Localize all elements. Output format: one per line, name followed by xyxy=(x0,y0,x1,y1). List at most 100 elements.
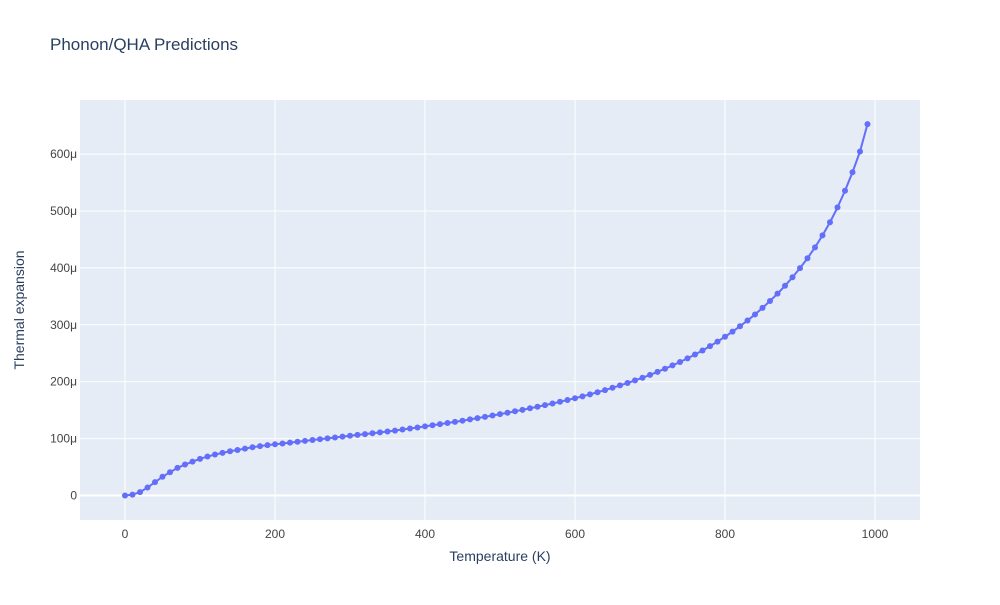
data-point[interactable] xyxy=(339,433,346,440)
data-point[interactable] xyxy=(789,274,796,281)
data-point[interactable] xyxy=(212,451,218,458)
data-point[interactable] xyxy=(654,368,661,375)
data-point[interactable] xyxy=(129,491,136,498)
data-point[interactable] xyxy=(722,333,728,340)
data-point[interactable] xyxy=(249,444,256,451)
data-point[interactable] xyxy=(429,422,436,429)
data-point[interactable] xyxy=(189,458,196,465)
data-point[interactable] xyxy=(707,343,713,350)
data-point[interactable] xyxy=(714,338,721,345)
data-point[interactable] xyxy=(594,389,601,396)
data-point[interactable] xyxy=(677,359,683,366)
data-point[interactable] xyxy=(287,439,293,446)
data-point[interactable] xyxy=(729,328,736,335)
data-point[interactable] xyxy=(827,219,833,226)
data-point[interactable] xyxy=(174,464,181,471)
data-point[interactable] xyxy=(744,317,751,324)
data-point[interactable] xyxy=(504,409,511,416)
data-point[interactable] xyxy=(534,403,541,410)
data-point[interactable] xyxy=(144,484,151,491)
data-point[interactable] xyxy=(137,489,143,496)
data-point[interactable] xyxy=(647,371,653,378)
data-point[interactable] xyxy=(459,417,466,424)
data-point[interactable] xyxy=(624,379,631,386)
data-point[interactable] xyxy=(549,400,556,407)
data-point[interactable] xyxy=(159,473,166,480)
data-point[interactable] xyxy=(332,434,338,441)
data-point[interactable] xyxy=(399,426,406,433)
data-point[interactable] xyxy=(737,323,743,330)
data-point[interactable] xyxy=(324,435,331,442)
data-point[interactable] xyxy=(804,255,811,262)
data-point[interactable] xyxy=(197,455,203,462)
data-point[interactable] xyxy=(759,304,766,311)
data-point[interactable] xyxy=(302,437,308,444)
data-point[interactable] xyxy=(527,405,533,412)
data-point[interactable] xyxy=(767,298,773,305)
data-point[interactable] xyxy=(369,430,376,437)
data-point[interactable] xyxy=(572,395,578,402)
data-point[interactable] xyxy=(354,431,361,438)
data-point[interactable] xyxy=(497,411,503,418)
data-point[interactable] xyxy=(692,351,698,358)
data-point[interactable] xyxy=(347,432,353,439)
data-point[interactable] xyxy=(662,365,668,372)
data-point[interactable] xyxy=(557,398,563,405)
data-point[interactable] xyxy=(264,442,271,449)
data-point[interactable] xyxy=(639,374,646,381)
data-point[interactable] xyxy=(167,469,173,476)
data-point[interactable] xyxy=(407,425,413,432)
data-point[interactable] xyxy=(542,402,548,409)
data-point[interactable] xyxy=(632,377,638,384)
data-point[interactable] xyxy=(834,204,841,211)
data-point[interactable] xyxy=(752,311,758,318)
data-point[interactable] xyxy=(842,187,848,194)
data-point[interactable] xyxy=(204,453,211,460)
data-point[interactable] xyxy=(669,362,676,369)
data-point[interactable] xyxy=(797,265,803,272)
data-point[interactable] xyxy=(482,413,488,420)
data-point[interactable] xyxy=(384,428,391,435)
data-point[interactable] xyxy=(257,443,263,450)
data-point[interactable] xyxy=(242,445,248,452)
data-point[interactable] xyxy=(812,244,818,251)
data-point[interactable] xyxy=(579,393,586,400)
data-point[interactable] xyxy=(474,415,481,422)
data-point[interactable] xyxy=(152,479,158,486)
data-point[interactable] xyxy=(819,232,826,239)
data-point[interactable] xyxy=(684,355,691,362)
data-point[interactable] xyxy=(317,436,323,443)
data-point[interactable] xyxy=(617,382,623,389)
data-point[interactable] xyxy=(782,282,788,289)
data-point[interactable] xyxy=(377,429,383,436)
data-point[interactable] xyxy=(422,423,428,430)
data-point[interactable] xyxy=(182,461,188,468)
data-point[interactable] xyxy=(437,421,443,428)
data-point[interactable] xyxy=(452,418,458,425)
data-point[interactable] xyxy=(219,449,226,456)
data-point[interactable] xyxy=(609,384,616,391)
data-point[interactable] xyxy=(279,440,286,447)
data-point[interactable] xyxy=(309,437,316,444)
data-point[interactable] xyxy=(849,169,856,176)
data-point[interactable] xyxy=(467,416,473,423)
data-point[interactable] xyxy=(774,290,781,297)
data-point[interactable] xyxy=(122,492,128,499)
data-point[interactable] xyxy=(699,347,706,354)
data-point[interactable] xyxy=(564,397,571,404)
data-point[interactable] xyxy=(857,148,863,155)
data-point[interactable] xyxy=(414,424,421,431)
data-point[interactable] xyxy=(602,387,608,394)
data-point[interactable] xyxy=(444,419,451,426)
data-point[interactable] xyxy=(272,441,278,448)
data-point[interactable] xyxy=(392,427,398,434)
data-point[interactable] xyxy=(362,431,368,438)
data-point[interactable] xyxy=(587,391,593,398)
data-point[interactable] xyxy=(227,448,233,455)
data-point[interactable] xyxy=(512,408,518,415)
data-point[interactable] xyxy=(519,406,526,413)
data-point[interactable] xyxy=(489,412,496,419)
data-point[interactable] xyxy=(294,438,301,445)
data-point[interactable] xyxy=(234,447,241,453)
data-point[interactable] xyxy=(864,121,871,128)
